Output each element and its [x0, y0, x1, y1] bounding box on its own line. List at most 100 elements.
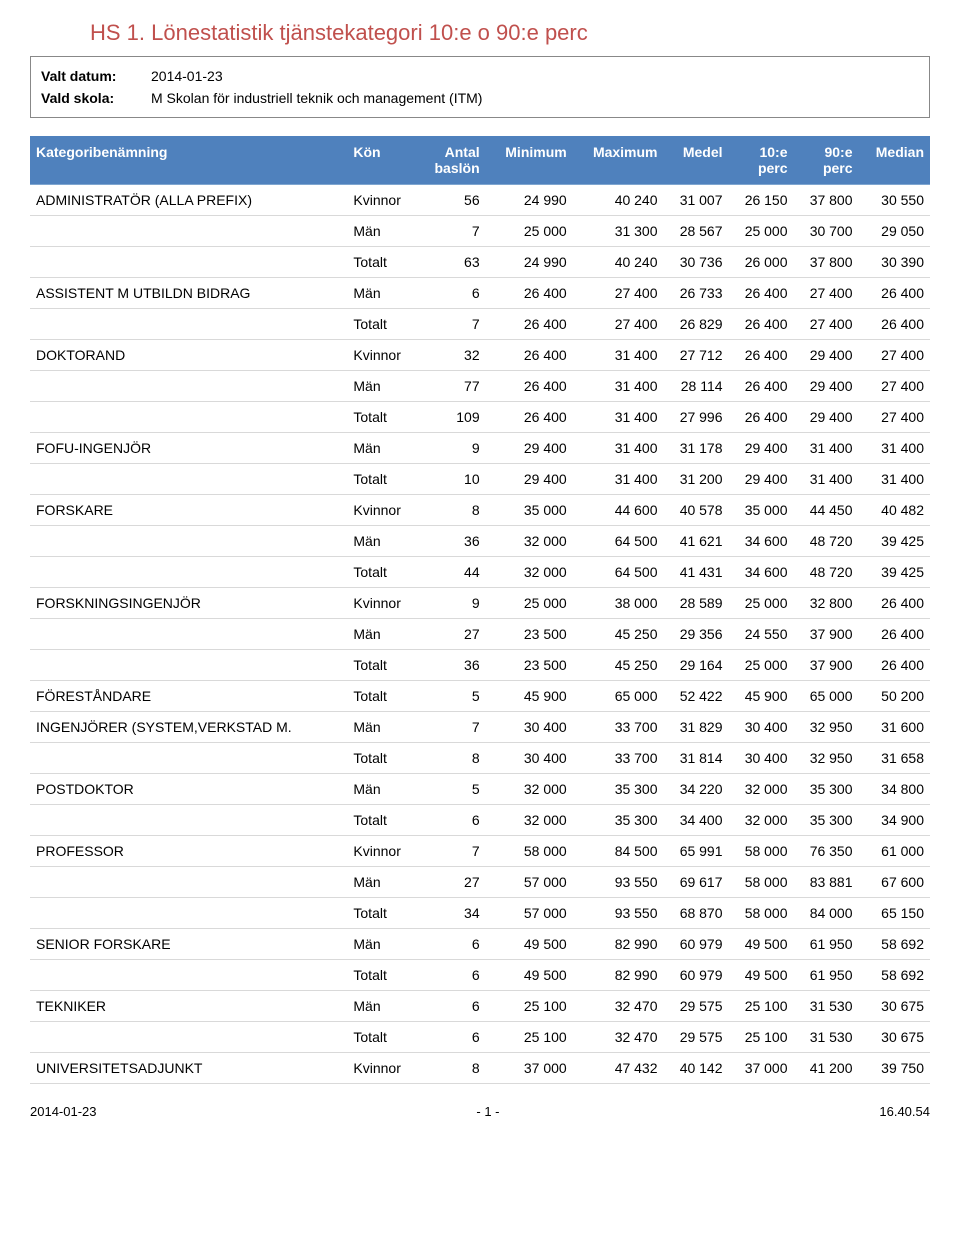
data-cell: 34 900 — [859, 805, 930, 836]
col-header: Minimum — [486, 136, 573, 185]
table-row: Män725 00031 30028 56725 00030 70029 050 — [30, 216, 930, 247]
data-cell: 25 000 — [729, 588, 794, 619]
category-cell — [30, 1022, 347, 1053]
category-cell — [30, 371, 347, 402]
data-cell: 65 000 — [573, 681, 664, 712]
data-cell: 30 400 — [729, 712, 794, 743]
data-cell: 31 400 — [859, 464, 930, 495]
data-cell: 58 000 — [729, 867, 794, 898]
data-cell: 31 530 — [794, 991, 859, 1022]
data-cell: 24 990 — [486, 185, 573, 216]
category-cell — [30, 650, 347, 681]
data-cell: 58 692 — [859, 960, 930, 991]
data-cell: Totalt — [347, 650, 418, 681]
category-cell: SENIOR FORSKARE — [30, 929, 347, 960]
table-row: Totalt632 00035 30034 40032 00035 30034 … — [30, 805, 930, 836]
data-cell: 41 200 — [794, 1053, 859, 1084]
data-cell: 37 900 — [794, 650, 859, 681]
data-cell: 65 000 — [794, 681, 859, 712]
data-cell: 34 220 — [664, 774, 729, 805]
data-cell: 28 114 — [664, 371, 729, 402]
data-cell: 25 000 — [486, 588, 573, 619]
category-cell: ASSISTENT M UTBILDN BIDRAG — [30, 278, 347, 309]
data-cell: 26 400 — [729, 340, 794, 371]
data-cell: 83 881 — [794, 867, 859, 898]
data-cell: Män — [347, 774, 418, 805]
category-cell — [30, 464, 347, 495]
data-cell: 29 164 — [664, 650, 729, 681]
data-cell: 29 400 — [729, 464, 794, 495]
data-cell: 33 700 — [573, 712, 664, 743]
category-cell: FÖRESTÅNDARE — [30, 681, 347, 712]
data-cell: 23 500 — [486, 650, 573, 681]
category-cell — [30, 557, 347, 588]
data-cell: 6 — [418, 805, 486, 836]
data-cell: 10 — [418, 464, 486, 495]
data-cell: Kvinnor — [347, 185, 418, 216]
data-cell: 27 — [418, 619, 486, 650]
data-cell: 29 356 — [664, 619, 729, 650]
data-cell: Totalt — [347, 309, 418, 340]
data-cell: Män — [347, 526, 418, 557]
data-cell: 47 432 — [573, 1053, 664, 1084]
data-cell: Män — [347, 433, 418, 464]
data-cell: 32 950 — [794, 712, 859, 743]
data-cell: 41 431 — [664, 557, 729, 588]
page-title: HS 1. Lönestatistik tjänstekategori 10:e… — [30, 20, 930, 46]
data-cell: 30 700 — [794, 216, 859, 247]
data-cell: 32 950 — [794, 743, 859, 774]
data-cell: 34 600 — [729, 557, 794, 588]
table-row: Män2757 00093 55069 61758 00083 88167 60… — [30, 867, 930, 898]
data-cell: 36 — [418, 650, 486, 681]
data-cell: 25 100 — [729, 1022, 794, 1053]
category-cell — [30, 309, 347, 340]
data-cell: 32 000 — [729, 774, 794, 805]
table-row: FORSKNINGSINGENJÖRKvinnor925 00038 00028… — [30, 588, 930, 619]
data-cell: 82 990 — [573, 960, 664, 991]
meta-school-row: Vald skola: M Skolan för industriell tek… — [41, 87, 919, 109]
data-cell: 32 000 — [486, 774, 573, 805]
salary-table: KategoribenämningKönAntalbaslönMinimumMa… — [30, 136, 930, 1084]
data-cell: 25 000 — [729, 650, 794, 681]
data-cell: 27 — [418, 867, 486, 898]
data-cell: 26 733 — [664, 278, 729, 309]
data-cell: 82 990 — [573, 929, 664, 960]
data-cell: 40 240 — [573, 185, 664, 216]
data-cell: 93 550 — [573, 867, 664, 898]
data-cell: Män — [347, 619, 418, 650]
data-cell: 84 500 — [573, 836, 664, 867]
data-cell: 28 589 — [664, 588, 729, 619]
data-cell: 30 400 — [729, 743, 794, 774]
data-cell: Totalt — [347, 805, 418, 836]
data-cell: 44 — [418, 557, 486, 588]
data-cell: 31 400 — [573, 433, 664, 464]
data-cell: 30 400 — [486, 743, 573, 774]
category-cell: FOFU-INGENJÖR — [30, 433, 347, 464]
data-cell: 61 000 — [859, 836, 930, 867]
data-cell: 9 — [418, 433, 486, 464]
data-cell: 26 400 — [859, 309, 930, 340]
data-cell: 29 400 — [486, 464, 573, 495]
data-cell: 31 200 — [664, 464, 729, 495]
table-row: TEKNIKERMän625 10032 47029 57525 10031 5… — [30, 991, 930, 1022]
data-cell: Totalt — [347, 247, 418, 278]
table-row: Totalt625 10032 47029 57525 10031 53030 … — [30, 1022, 930, 1053]
data-cell: 31 530 — [794, 1022, 859, 1053]
category-cell: PROFESSOR — [30, 836, 347, 867]
table-row: UNIVERSITETSADJUNKTKvinnor837 00047 4324… — [30, 1053, 930, 1084]
table-row: SENIOR FORSKAREMän649 50082 99060 97949 … — [30, 929, 930, 960]
table-row: DOKTORANDKvinnor3226 40031 40027 71226 4… — [30, 340, 930, 371]
data-cell: 37 800 — [794, 185, 859, 216]
data-cell: 29 400 — [794, 402, 859, 433]
data-cell: 69 617 — [664, 867, 729, 898]
data-cell: 32 470 — [573, 991, 664, 1022]
table-row: FOFU-INGENJÖRMän929 40031 40031 17829 40… — [30, 433, 930, 464]
data-cell: 37 000 — [486, 1053, 573, 1084]
data-cell: 7 — [418, 836, 486, 867]
data-cell: 5 — [418, 774, 486, 805]
data-cell: 32 800 — [794, 588, 859, 619]
data-cell: 26 400 — [729, 402, 794, 433]
data-cell: 26 400 — [729, 371, 794, 402]
col-header: Maximum — [573, 136, 664, 185]
data-cell: 27 996 — [664, 402, 729, 433]
